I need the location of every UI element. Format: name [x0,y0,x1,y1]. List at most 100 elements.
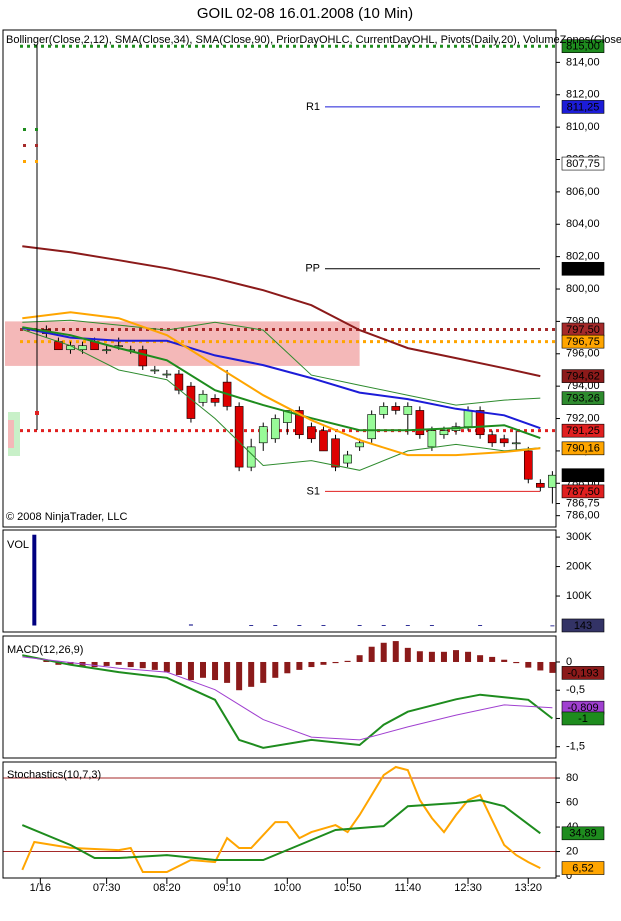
chart-title: GOIL 02-08 16.01.2008 (10 Min) [197,5,413,22]
y-tick-label: 200K [566,560,592,572]
candle-body [150,369,160,372]
candle-body [439,430,449,436]
bar [332,661,339,664]
price-badge [561,423,605,438]
macd-panel-frame [2,635,557,759]
bar [537,661,544,671]
price-badge-label: 143 [574,620,592,632]
price-badge [561,711,605,726]
bar [380,642,387,662]
candle-body [319,430,328,452]
panel-plot [22,641,556,749]
x-tick-label: 10:00 [274,882,302,894]
stochastics-panel-frame [2,761,557,879]
bar [453,650,460,662]
price-badge-label: 791,25 [566,425,600,437]
bar [489,656,496,662]
price-badge [561,39,605,53]
candle-body [258,426,268,444]
bar [199,661,206,678]
indicator-line [22,654,554,749]
y-tick-label: 792,00 [566,412,600,424]
price-badge-label: -0,193 [567,667,598,679]
candle-body [78,345,87,351]
bar [127,661,134,668]
panel-plot [32,534,555,627]
bar [501,659,508,662]
bar [103,661,110,666]
candle-body [138,349,148,367]
candle-body [511,442,521,445]
x-tick-label: 11:40 [394,882,421,894]
bar [440,651,447,662]
bar [273,625,278,626]
candle-body [198,393,208,403]
low-label: 786,75 [566,497,600,509]
price-badge [561,391,605,405]
candle-body [295,410,304,436]
bar [32,534,37,626]
bar [249,625,254,626]
panel-label: MACD(12,26,9) [7,644,83,656]
bar [297,625,302,626]
price-badge-label: 797,50 [566,324,600,336]
bar [392,641,399,662]
bar [404,647,411,662]
price-badge-label: -1 [578,713,588,725]
candle-body [331,438,340,468]
bar [465,651,472,662]
indicator-line [22,245,541,378]
bar [212,661,219,681]
y-tick-label: 810,00 [566,121,600,133]
indicator-line [21,765,541,873]
panel-plot [20,44,556,504]
marker [35,411,39,415]
price-badge-label: 796,75 [566,336,600,348]
marker [35,160,38,163]
candle-body [463,410,473,427]
y-tick-label: 60 [566,796,578,808]
candle-body [186,385,196,419]
candle-body [102,349,111,352]
x-tick-label: 08:20 [153,882,181,894]
y-tick-label: 800,00 [566,283,600,295]
candle-body [487,434,497,444]
marker [35,144,38,147]
bar [187,661,194,681]
bar [549,661,556,673]
bar [91,661,98,668]
panel-label: VOL [7,539,29,551]
candle-body [548,474,556,488]
price-badge-label: 790,16 [566,443,600,455]
candle-body [283,410,292,423]
y-tick-label: 100K [566,590,592,602]
y-tick-label: -1,5 [566,741,585,753]
y-tick-label: 20 [566,845,578,857]
indicator-line [22,656,553,741]
y-tick-label: 0 [566,870,572,882]
bar [43,660,50,662]
price-badge-label: 794,62 [566,371,600,383]
candle-body [246,446,256,468]
y-tick-label: -0,5 [566,684,585,696]
bar [478,625,483,626]
candle-body [355,442,364,448]
y-tick-label: 806,00 [566,186,600,198]
price-badge [561,484,605,499]
price-badge [561,618,605,633]
bar [525,661,532,668]
y-tick-label: 804,00 [566,218,600,230]
bar [416,651,423,662]
x-tick-label: 12:30 [454,882,482,894]
bar [151,661,158,670]
candle-body [536,482,545,488]
panel-plot [3,765,556,873]
y-tick-label: 300K [566,531,592,543]
price-badge-label: 811,25 [567,101,600,113]
indicator-line [22,329,541,471]
candle-body [270,418,280,440]
y-tick-label: 814,00 [566,56,600,68]
y-tick-label: 0 [566,656,572,668]
marker [23,160,26,163]
